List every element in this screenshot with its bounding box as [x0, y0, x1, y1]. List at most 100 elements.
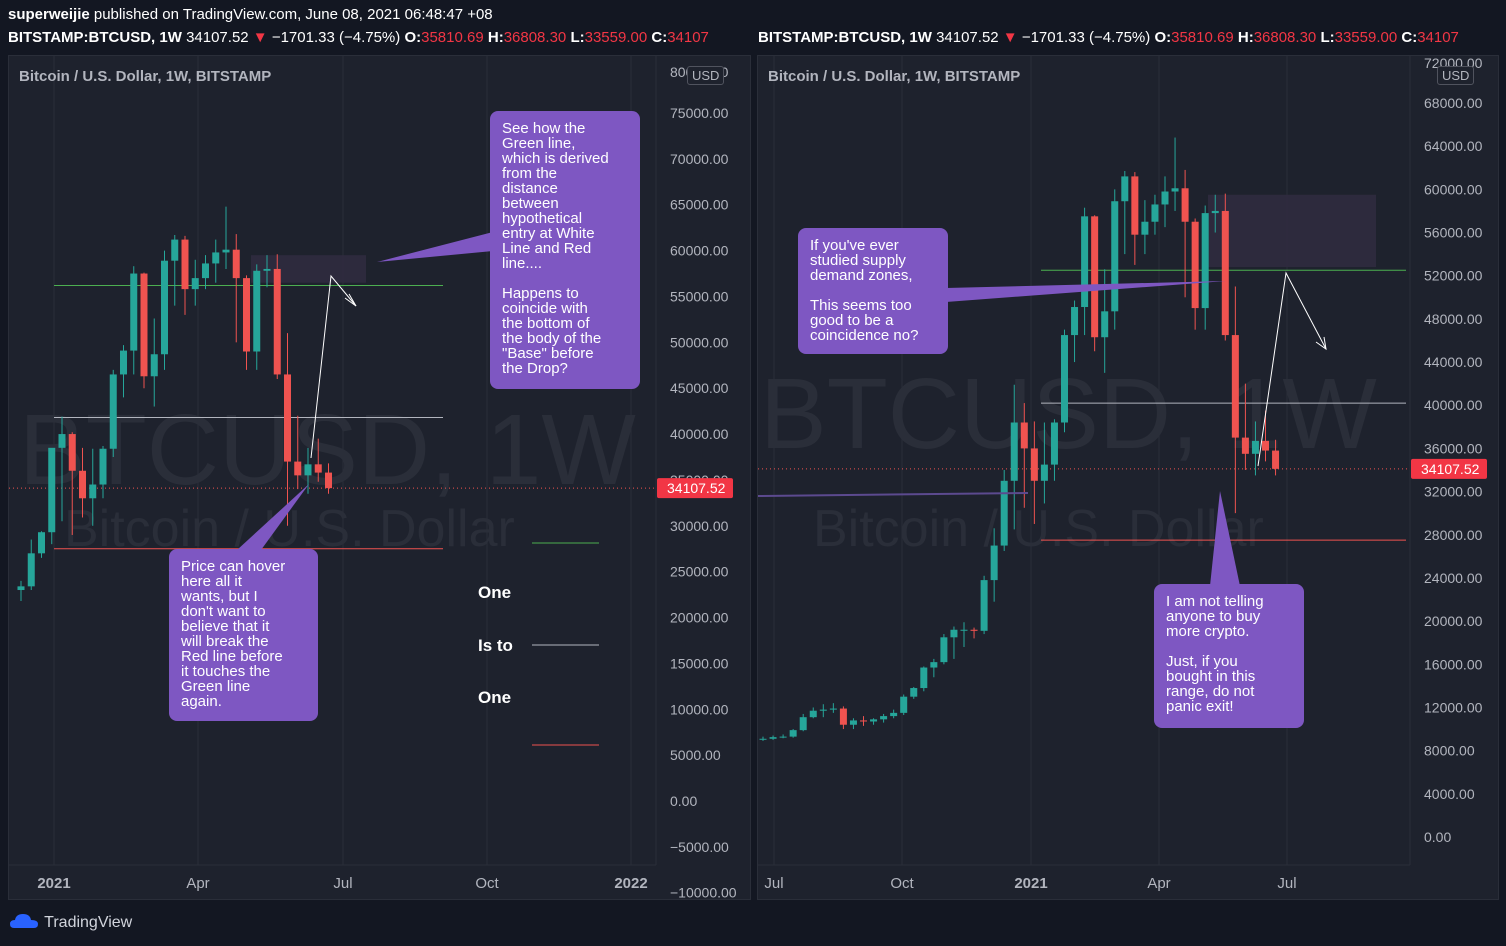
time-axis-label: 2022 [614, 875, 647, 892]
candle-body [900, 696, 908, 713]
change-value: −1701.33 (−4.75%) [1021, 29, 1151, 46]
price-axis-label: 25000.00 [670, 564, 729, 580]
candle-body [253, 270, 261, 352]
chart-title: Bitcoin / U.S. Dollar, 1W, BITSTAMP [19, 68, 272, 85]
callout-tail [237, 484, 309, 550]
callout-tail [946, 281, 1226, 302]
candle-body [1161, 191, 1169, 205]
annotation-callout-top[interactable]: See how the Green line, which is derived… [490, 111, 640, 389]
candle-body [1251, 440, 1259, 454]
price-axis-label: 64000.00 [1424, 138, 1483, 154]
callout-tail [1210, 491, 1240, 586]
time-axis-label: 2021 [1014, 875, 1047, 892]
candle-body [1151, 204, 1159, 222]
price-axis-label: 56000.00 [1424, 225, 1483, 241]
candle-body [819, 709, 827, 711]
cloud-icon [10, 914, 38, 928]
open-value: 35810.69 [421, 29, 484, 46]
candle-body [284, 374, 291, 462]
author-name[interactable]: superweijie [8, 6, 90, 23]
candle-body [1141, 221, 1149, 235]
candle-body [829, 708, 837, 710]
candle-body [1111, 201, 1119, 312]
candle-body [1010, 422, 1018, 481]
open-label: O: [1154, 29, 1172, 46]
legend-label-2: Is to [478, 636, 513, 655]
time-axis-label: Jul [764, 875, 783, 892]
symbol-label: BITSTAMP:BTCUSD, 1W [758, 29, 932, 46]
candle-body [161, 260, 168, 355]
tradingview-logo[interactable]: TradingView [10, 912, 132, 932]
candle-body [1030, 448, 1038, 481]
candle-body [48, 447, 56, 533]
candle-body [1181, 188, 1189, 222]
candle-body [990, 545, 998, 581]
right-chart-svg[interactable]: BTCUSD, 1W Bitcoin / U.S. Dollar 68000.0… [758, 56, 1499, 900]
high-value: 36808.30 [1253, 29, 1317, 46]
time-axis-label: Oct [475, 875, 499, 892]
candle-body [799, 717, 807, 731]
annotation-callout-bottom[interactable]: I am not telling anyone to buy more cryp… [1154, 584, 1304, 728]
candle-body [779, 736, 787, 738]
price-axis-label: 16000.00 [1424, 656, 1483, 672]
price-axis-label: 48000.00 [1424, 311, 1483, 327]
candle-body [940, 637, 948, 663]
candle-body [950, 629, 958, 638]
price-axis-label: 30000.00 [670, 518, 729, 534]
candle-body [294, 461, 302, 476]
supply-zone-box [1208, 194, 1376, 268]
price-axis-label: 5000.00 [670, 747, 721, 763]
candle-body [1061, 335, 1068, 423]
candle-body [1262, 440, 1269, 451]
currency-button[interactable]: USD [1437, 66, 1475, 85]
candle-body [920, 667, 928, 689]
left-chart-svg[interactable]: BTCUSD, 1W Bitcoin / U.S. Dollar 75000.0… [9, 56, 751, 900]
price-axis-label: 20000.00 [1424, 613, 1483, 629]
ohlc-bar-left: BITSTAMP:BTCUSD, 1W 34107.52 ▼ −1701.33 … [8, 29, 709, 46]
annotation-callout-top[interactable]: If you've ever studied supply demand zon… [798, 228, 948, 354]
candle-body [68, 434, 76, 471]
candle-body [1211, 210, 1219, 214]
candle-body [970, 629, 978, 631]
right-chart-pane[interactable]: BTCUSD, 1W Bitcoin / U.S. Dollar 68000.0… [757, 55, 1499, 900]
price-axis-label: 60000.00 [670, 243, 729, 259]
arrow-path [1257, 271, 1327, 467]
candle-body [191, 278, 199, 290]
candle-body [769, 737, 777, 739]
candle-body [120, 350, 127, 375]
candle-body [1101, 311, 1109, 338]
candle-body [273, 268, 281, 375]
annotation-callout-bottom[interactable]: Price can hover here all it wants, but I… [169, 549, 318, 721]
candle-body [880, 716, 888, 720]
candle-body [1040, 464, 1048, 481]
candle-body [870, 719, 878, 722]
candle-body [38, 532, 45, 554]
price-axis-label: 45000.00 [670, 380, 729, 396]
candle-body [960, 629, 968, 631]
low-value: 33559.00 [584, 29, 648, 46]
candle-body [58, 434, 66, 448]
price-tag-box [1411, 458, 1487, 479]
price-axis-label: 70000.00 [670, 151, 729, 167]
candle-body [1071, 307, 1079, 336]
close-value: 34107 [1417, 29, 1459, 46]
price-axis-label: 75000.00 [670, 105, 729, 121]
candle-body [1000, 480, 1008, 546]
currency-button[interactable]: USD [687, 66, 725, 85]
candle-body [759, 738, 767, 740]
price-axis-label: −10000.00 [670, 885, 737, 900]
candle-body [1272, 450, 1280, 469]
price-axis-label: 0.00 [1424, 829, 1451, 845]
chart-title: Bitcoin / U.S. Dollar, 1W, BITSTAMP [768, 68, 1021, 85]
price-axis-label: 36000.00 [1424, 440, 1483, 456]
close-label: C: [651, 29, 668, 46]
watermark-symbol: BTCUSD, 1W [760, 358, 1377, 470]
open-value: 35810.69 [1171, 29, 1234, 46]
candle-body [1091, 216, 1099, 338]
left-chart-pane[interactable]: BTCUSD, 1W Bitcoin / U.S. Dollar 75000.0… [8, 55, 751, 900]
candle-body [1171, 188, 1179, 192]
candle-body [1050, 422, 1058, 465]
close-label: C: [1401, 29, 1418, 46]
arrow-head-icon [1315, 336, 1327, 351]
candle-body [202, 263, 209, 279]
